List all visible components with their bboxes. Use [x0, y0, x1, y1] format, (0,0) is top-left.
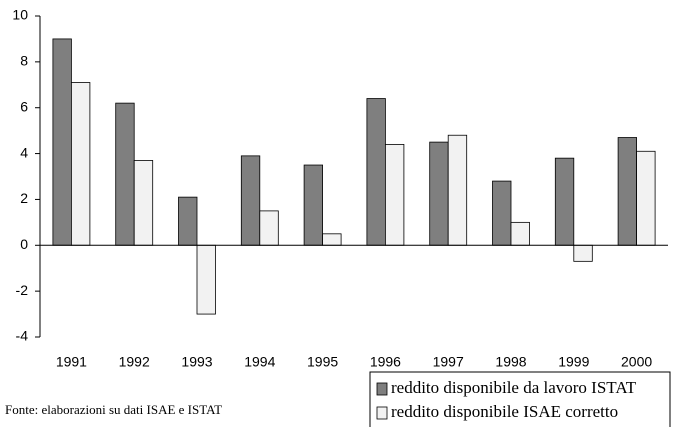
x-tick-label: 1992 [119, 354, 150, 370]
bar [71, 82, 91, 246]
x-tick-label: 1991 [56, 354, 87, 370]
bar [510, 221, 530, 246]
bar [115, 102, 135, 246]
bar [429, 141, 449, 246]
bar [573, 244, 593, 262]
bar [554, 157, 575, 246]
legend-swatch [376, 406, 388, 420]
bar [133, 160, 154, 246]
bar [366, 98, 386, 246]
y-tick-label: 0 [20, 236, 28, 252]
bar [196, 244, 216, 315]
legend-label: reddito disponibile da lavoro ISTAT [391, 378, 637, 397]
x-tick-label: 1993 [181, 354, 212, 370]
bar [636, 150, 656, 246]
bar [303, 164, 324, 246]
bar [384, 143, 405, 246]
y-tick-label: -4 [16, 328, 29, 344]
bar [617, 137, 637, 246]
y-tick-label: 4 [20, 144, 28, 160]
y-tick-label: 8 [20, 53, 28, 69]
x-tick-label: 1995 [307, 354, 338, 370]
legend-label: reddito disponibile ISAE corretto [391, 402, 618, 421]
bar [52, 38, 72, 246]
legend-swatch [376, 382, 388, 396]
x-tick-label: 1999 [558, 354, 589, 370]
bar [322, 233, 342, 246]
bar [447, 134, 468, 246]
bar [178, 196, 198, 246]
y-tick-label: -2 [16, 282, 29, 298]
x-tick-label: 1994 [244, 354, 275, 370]
legend-box [369, 371, 671, 427]
y-tick-label: 10 [12, 7, 28, 23]
bar [240, 155, 261, 246]
y-tick-label: 6 [20, 98, 28, 114]
x-tick-label: 2000 [621, 354, 652, 370]
x-tick-label: 1998 [495, 354, 526, 370]
x-tick-label: 1997 [433, 354, 464, 370]
bar [492, 180, 512, 246]
source-note: Fonte: elaborazioni su dati ISAE e ISTAT [5, 402, 222, 417]
y-tick-label: 2 [20, 190, 28, 206]
x-tick-label: 1996 [370, 354, 401, 370]
bar [259, 210, 279, 246]
